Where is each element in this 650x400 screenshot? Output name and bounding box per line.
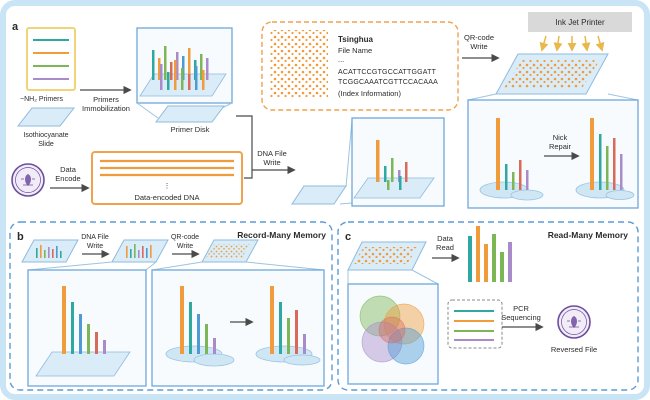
written-file-zoom-box [351, 117, 445, 207]
index-card-seq1: ACATTCCGTGCCATTGGATT [338, 69, 437, 76]
primers-immobilization-label-1: Primers [93, 95, 119, 104]
panel-c: c Read-Many Memory Data Read [337, 221, 639, 391]
zoom-line [345, 119, 353, 188]
written-bars-icon [376, 140, 408, 190]
pcr-label-2: Sequencing [501, 313, 541, 322]
read-bars-icon [468, 226, 512, 282]
isothiocyanate-label-2: Slide [38, 141, 54, 148]
record-zoom-box-1 [27, 269, 147, 387]
panel-c-title: Read-Many Memory [548, 230, 629, 240]
primer-disk-zoom-box [136, 27, 233, 104]
index-card: Tsinghua File Name ... ACATTCCGTGCCATTGG… [261, 21, 459, 111]
panel-a: a −NH₂ Primers Isothiocyanate Slide Prim… [11, 12, 639, 209]
zoom-line [607, 93, 639, 101]
zoom-line [245, 261, 325, 271]
nick-repair-label-2: Repair [549, 142, 572, 151]
b-qr-write-label-1: QR-code [171, 234, 199, 241]
isothiocyanate-slide-icon [16, 107, 76, 127]
data-encode-label-2: Encode [55, 174, 80, 183]
zoom-line [136, 102, 159, 119]
pcr-label-1: PCR [513, 304, 529, 313]
primer-disk-label: Primer Disk [171, 125, 210, 134]
reversed-file-label: Reversed File [551, 345, 597, 354]
index-card-caption: (Index Information) [338, 89, 401, 98]
zoom-line [145, 261, 157, 271]
printed-qr-slide-icon [495, 53, 609, 95]
panel-c-label: c [345, 231, 351, 243]
qr-write-label-1: QR-code [464, 33, 494, 42]
dna-file-write-label-2: Write [263, 158, 280, 167]
repaired-strands-icon [575, 118, 635, 200]
zoom-line [339, 202, 353, 205]
isothiocyanate-label-1: Isothiocyanate [23, 132, 68, 139]
data-encoded-dna-box: ⋮ Data-encoded DNA [91, 151, 243, 205]
pool-zoom-box [347, 283, 439, 385]
tsinghua-logo-icon [11, 163, 45, 197]
b-qr-write-label-2: Write [177, 243, 193, 250]
dna-file-write-label-1: DNA File [257, 149, 287, 158]
nicked-strands-icon [479, 118, 544, 201]
data-encode-label-1: Data [60, 165, 77, 174]
panel-b-title: Record-Many Memory [237, 230, 326, 240]
primers-immobilization-label-2: Immobilization [82, 104, 130, 113]
nh2-primers-label: −NH₂ Primers [20, 96, 63, 103]
zoom-line [411, 269, 439, 285]
primer-disk-slide-icon [155, 105, 225, 123]
inkjet-printer-label: Ink Jet Printer [555, 18, 605, 27]
merge-bracket [236, 115, 253, 179]
primers-box-icon [26, 27, 76, 91]
qr-dot-matrix-icon [270, 30, 328, 98]
written-slide-icon [291, 185, 347, 205]
molecule-pool-icon [359, 295, 425, 365]
record-zoom-box-2 [151, 269, 325, 387]
inkjet-printer: Ink Jet Printer [528, 12, 632, 52]
nick-repair-label-1: Nick [553, 133, 568, 142]
panel-b-label: b [17, 231, 24, 243]
read-slide-icon [347, 241, 427, 271]
zoom-line [467, 93, 497, 101]
index-card-ellipsis: ... [338, 55, 344, 64]
data-read-label-2: Read [436, 243, 454, 252]
record-slide-1-icon [21, 239, 79, 263]
tsinghua-logo-icon [557, 305, 591, 339]
data-encoded-dna-label: Data-encoded DNA [134, 193, 199, 202]
b-dna-file-write-label-1: DNA File [81, 234, 109, 241]
dna-vertical-ellipsis: ⋮ [164, 183, 171, 190]
selected-strands-box [447, 299, 503, 349]
printer-spray-arrows-icon [539, 35, 605, 52]
nick-repair-zoom-box: Nick Repair [467, 99, 639, 209]
data-read-label-1: Data [437, 234, 454, 243]
qr-write-label-2: Write [470, 42, 487, 51]
index-card-title: Tsinghua [338, 35, 374, 44]
zoom-line [151, 261, 203, 271]
index-card-seq2: TCGGCAAATCGTTCCACAAA [338, 79, 438, 86]
panel-b: b Record-Many Memory DNA File Write QR-c… [9, 221, 333, 391]
panel-a-label: a [12, 21, 19, 33]
inkjet-printer-box [528, 12, 632, 32]
b-dna-file-write-label-2: Write [87, 243, 103, 250]
index-card-filename: File Name [338, 46, 372, 55]
zoom-line [27, 261, 113, 271]
primer-bars-icon [152, 46, 209, 90]
